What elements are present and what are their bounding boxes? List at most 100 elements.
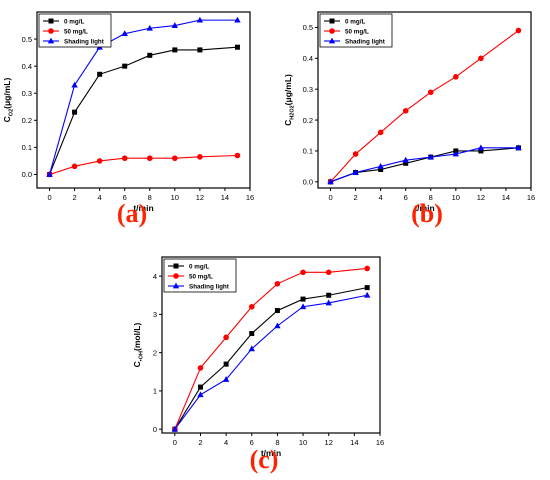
chart-a-legend-marker <box>47 37 55 44</box>
chart-c-legend-marker <box>172 282 180 289</box>
chart-a-y-tick-label: 0.5 <box>22 35 32 44</box>
chart-c-data-point <box>300 296 306 302</box>
chart-a-data-point <box>146 155 153 162</box>
chart-a-x-tick-label: 6 <box>123 193 127 202</box>
chart-c-x-axis-label: t/min <box>261 448 281 458</box>
chart-a-x-tick-label: 0 <box>47 193 51 202</box>
chart-c-data-point <box>325 299 332 306</box>
chart-a-data-point <box>172 47 178 53</box>
chart-a-y-tick-label: 0.4 <box>22 62 32 71</box>
chart-b-x-tick-label: 10 <box>452 193 460 202</box>
chart-a-data-point <box>121 155 128 162</box>
chart-b-data-point <box>378 166 384 172</box>
chart-a-y-tick-label: 0.0 <box>22 170 32 179</box>
chart-b-data-point <box>352 169 359 175</box>
chart-b-legend-marker <box>329 28 335 34</box>
chart-a-x-tick-label: 14 <box>221 193 229 202</box>
chart-a-legend-label: 50 mg/L <box>64 28 88 35</box>
chart-a-y-axis-label: CO2(μg/mL) <box>2 78 15 123</box>
chart-b-x-tick-label: 14 <box>502 193 510 202</box>
chart-a-data-point <box>197 154 203 160</box>
chart-b-panel-label: (b) <box>411 199 443 228</box>
chart-c-y-tick-label: 0 <box>153 425 157 434</box>
chart-c-data-point <box>299 303 307 310</box>
chart-c-data-point <box>248 345 255 352</box>
chart-b-data-point <box>515 144 522 151</box>
chart-a-data-point <box>146 24 153 31</box>
chart-a-data-point <box>121 30 128 37</box>
chart-c-series-line <box>174 294 368 430</box>
chart-a-data-point <box>197 47 203 53</box>
chart-b-y-tick-label: 0.5 <box>303 23 313 32</box>
chart-a-data-point <box>71 163 78 170</box>
chart-b-series-2 <box>327 144 522 185</box>
chart-b-x-tick-label: 0 <box>328 193 332 202</box>
chart-c-y-tick-label: 2 <box>153 348 157 357</box>
chart-c-y-axis-label: C•OH(mol/L) <box>132 323 145 368</box>
chart-b-series-line <box>330 30 519 183</box>
chart-b-data-point <box>352 151 359 157</box>
chart-c-x-tick-label: 2 <box>198 438 202 447</box>
chart-panel-c: 0 2 4 6 8 10 12 14 16 0 1 2 3 4 t/min C•OH(mol/L) 0 mg/L… <box>128 238 408 480</box>
chart-c-data-point <box>363 291 371 298</box>
chart-b-x-tick-label: 8 <box>429 193 433 202</box>
chart-c-x-tick-label: 4 <box>224 438 228 447</box>
chart-a-data-point <box>97 71 103 77</box>
chart-c-data-point <box>223 361 229 367</box>
chart-c-data-point <box>300 269 306 276</box>
chart-c-data-point <box>197 365 204 371</box>
chart-a-series-line <box>48 19 238 175</box>
chart-b-x-tick-label: 4 <box>379 193 383 202</box>
chart-c-x-tick-label: 14 <box>350 438 358 447</box>
chart-a-y-tick-label: 0.2 <box>22 116 32 125</box>
chart-b-x-tick-label: 2 <box>354 193 358 202</box>
chart-b-legend-marker <box>328 37 336 44</box>
chart-a-series-2 <box>46 16 241 177</box>
chart-a-x-tick-label: 2 <box>73 193 77 202</box>
chart-c-data-point <box>248 303 255 310</box>
chart-c-x-tick-label: 8 <box>275 438 279 447</box>
chart-c-y-tick-label: 1 <box>153 387 157 396</box>
chart-c-data-point <box>274 280 281 287</box>
chart-b-data-point <box>477 144 485 151</box>
chart-c-panel-label: (c) <box>250 445 279 474</box>
chart-c-data-point <box>364 285 370 291</box>
chart-panel-b: 0 2 4 6 8 10 12 14 16 0.0 0.1 0.2 0.3 0.4 0.5 t/min CH2O… <box>275 0 550 240</box>
chart-b-x-axis-label: t/min <box>414 203 434 213</box>
chart-b-legend-marker <box>329 18 335 24</box>
chart-a-series-line <box>49 154 238 175</box>
chart-b-x-tick-label: 6 <box>404 193 408 202</box>
chart-c-data-point <box>223 334 229 341</box>
chart-a-series-0 <box>47 44 240 177</box>
chart-c-series-line <box>174 287 368 430</box>
chart-b-x-tick-label: 16 <box>527 193 535 202</box>
chart-b-y-tick-label: 0.2 <box>303 116 313 125</box>
chart-b-svg: 0 2 4 6 8 10 12 14 16 0.0 0.1 0.2 0.3 0.4 0.5 t/min CH2O… <box>283 11 535 228</box>
chart-a-legend-marker <box>48 18 54 24</box>
chart-a-data-point <box>234 16 241 23</box>
chart-b-legend-label: 0 mg/L <box>345 18 365 25</box>
chart-a-y-tick-label: 0.3 <box>22 89 32 98</box>
chart-a-data-point <box>96 158 103 164</box>
chart-b-series-0 <box>328 145 521 185</box>
chart-c-x-tick-label: 12 <box>325 438 333 447</box>
chart-a-x-tick-label: 16 <box>246 193 254 202</box>
chart-b-data-point <box>402 108 409 114</box>
chart-b-data-point <box>427 89 434 96</box>
chart-b-data-point <box>402 156 409 163</box>
chart-c-series-line <box>174 267 368 430</box>
chart-a-data-point <box>172 155 178 162</box>
chart-c-data-point <box>249 331 255 337</box>
chart-c-data-point <box>197 391 204 398</box>
chart-b-legend-label: Shading light <box>345 38 386 45</box>
chart-a-x-tick-label: 4 <box>98 193 102 202</box>
chart-a-plot-frame <box>36 11 251 189</box>
chart-b-legend-label: 50 mg/L <box>345 28 369 35</box>
chart-c-data-point <box>197 384 203 390</box>
chart-a-data-point <box>122 63 128 69</box>
chart-c-y-tick-label: 4 <box>153 272 157 281</box>
chart-b-data-point <box>453 74 459 80</box>
chart-b-series-line <box>330 147 519 183</box>
chart-b-data-point <box>327 178 334 185</box>
